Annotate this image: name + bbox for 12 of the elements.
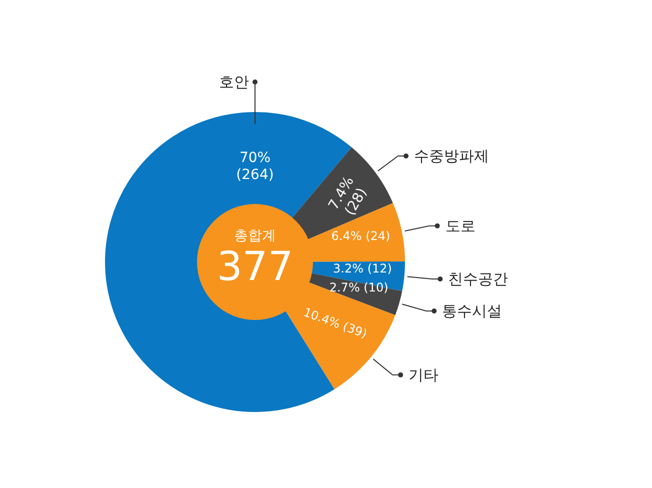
data-label: 70% (264) (236, 150, 274, 183)
data-label: 6.4% (24) (331, 229, 390, 244)
slice-label: 기타 (408, 366, 439, 384)
slice-label: 도로 (445, 216, 476, 235)
text: 377 (216, 244, 294, 290)
slice-label: 통수시설 (442, 302, 502, 320)
data-label: 10.4% (39) (302, 304, 369, 341)
data-label: 3.2% (12) (333, 261, 392, 276)
slice-label: 친수공간 (448, 270, 508, 288)
slice-label: 수중방파제 (414, 147, 490, 166)
slice-label: 호안 (219, 73, 249, 91)
text: 총합계 (234, 228, 276, 244)
